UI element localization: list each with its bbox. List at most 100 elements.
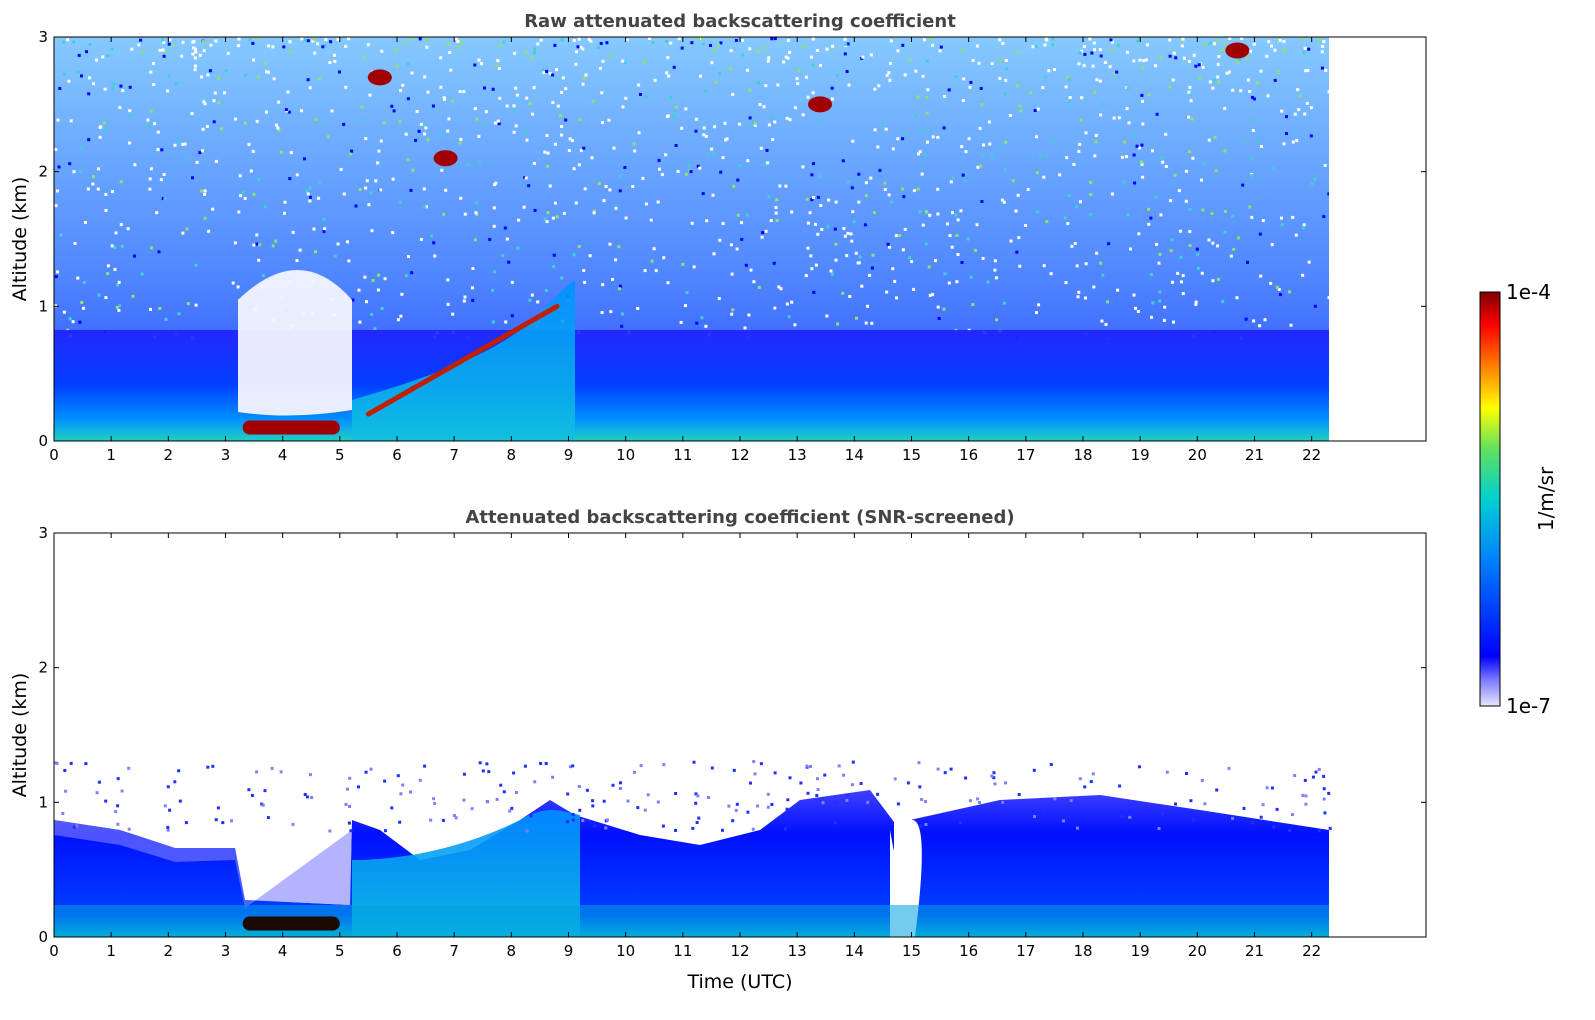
noise-speck bbox=[855, 316, 858, 320]
noise-speck bbox=[368, 93, 372, 97]
noise-speck bbox=[324, 38, 328, 42]
low-cloud-mark bbox=[242, 420, 340, 435]
noise-speck bbox=[525, 129, 529, 133]
noise-speck bbox=[1188, 230, 1192, 234]
noise-speck bbox=[1043, 43, 1047, 47]
noise-speck bbox=[1133, 181, 1137, 185]
noise-speck bbox=[1079, 118, 1083, 122]
noise-speck bbox=[925, 59, 929, 63]
noise-speck bbox=[54, 304, 58, 308]
noise-speck bbox=[901, 43, 905, 47]
noise-speck bbox=[265, 70, 269, 74]
noise-speck bbox=[212, 120, 216, 124]
noise-speck bbox=[477, 58, 481, 62]
noise-speck bbox=[1077, 290, 1081, 294]
noise-speck bbox=[148, 177, 152, 181]
noise-speck bbox=[1003, 168, 1007, 172]
x-tick-label: 1 bbox=[106, 446, 116, 464]
noise-speck bbox=[226, 51, 230, 55]
edge-speck bbox=[1303, 778, 1307, 782]
noise-speck bbox=[1203, 43, 1207, 47]
edge-speck bbox=[166, 828, 170, 832]
noise-speck bbox=[524, 176, 528, 180]
edge-speck bbox=[261, 803, 265, 807]
noise-speck bbox=[858, 255, 862, 259]
noise-speck bbox=[1256, 138, 1260, 142]
noise-speck bbox=[623, 166, 627, 169]
noise-speck bbox=[816, 232, 820, 236]
edge-speck bbox=[441, 818, 445, 822]
noise-speck bbox=[531, 112, 534, 116]
noise-speck bbox=[766, 161, 770, 165]
edge-speck bbox=[859, 782, 863, 785]
y-tick-label: 1 bbox=[38, 297, 48, 315]
edge-speck bbox=[626, 799, 630, 803]
noise-speck bbox=[827, 198, 831, 202]
noise-speck bbox=[950, 245, 954, 249]
noise-speck bbox=[1221, 299, 1225, 303]
edge-speck bbox=[964, 776, 968, 780]
noise-speck bbox=[812, 162, 815, 166]
edge-speck bbox=[876, 792, 880, 796]
edge-speck bbox=[221, 821, 225, 825]
noise-speck bbox=[68, 162, 72, 166]
noise-speck bbox=[1197, 63, 1201, 67]
noise-speck bbox=[632, 142, 636, 146]
noise-speck bbox=[951, 211, 954, 215]
noise-speck bbox=[249, 169, 253, 173]
noise-speck bbox=[981, 256, 985, 260]
noise-speck bbox=[77, 53, 81, 57]
noise-speck bbox=[242, 190, 245, 194]
noise-speck bbox=[1288, 290, 1291, 294]
edge-speck bbox=[602, 799, 606, 803]
noise-speck bbox=[1098, 79, 1102, 83]
edge-speck bbox=[1004, 781, 1007, 785]
noise-speck bbox=[277, 100, 281, 104]
noise-speck bbox=[527, 184, 531, 188]
edge-speck bbox=[646, 793, 650, 797]
noise-speck bbox=[200, 75, 204, 79]
noise-speck bbox=[392, 109, 396, 113]
noise-speck bbox=[1273, 78, 1277, 82]
noise-speck bbox=[916, 187, 920, 191]
noise-speck bbox=[111, 86, 115, 90]
edge-speck bbox=[643, 808, 647, 812]
noise-speck bbox=[1310, 182, 1314, 186]
noise-speck bbox=[1026, 187, 1030, 191]
noise-speck bbox=[761, 231, 765, 235]
noise-speck bbox=[1132, 153, 1136, 157]
noise-speck bbox=[126, 227, 130, 231]
noise-speck bbox=[491, 320, 495, 324]
noise-speck bbox=[1181, 37, 1185, 41]
edge-speck bbox=[746, 810, 750, 814]
noise-speck bbox=[624, 216, 628, 220]
noise-speck bbox=[1083, 52, 1087, 56]
noise-speck bbox=[562, 211, 566, 215]
noise-speck bbox=[363, 275, 367, 279]
noise-speck bbox=[811, 91, 815, 95]
noise-speck bbox=[931, 293, 934, 297]
clear-gap bbox=[238, 270, 352, 416]
noise-speck bbox=[732, 184, 736, 188]
noise-speck bbox=[533, 51, 537, 54]
edge-speck bbox=[1138, 765, 1141, 769]
noise-speck bbox=[498, 96, 502, 100]
edge-speck bbox=[163, 804, 167, 808]
noise-speck bbox=[376, 288, 380, 292]
noise-speck bbox=[660, 173, 664, 177]
noise-speck bbox=[1109, 38, 1113, 42]
noise-speck bbox=[439, 85, 443, 89]
noise-speck bbox=[836, 322, 840, 326]
noise-speck bbox=[1005, 67, 1009, 71]
noise-speck bbox=[67, 79, 71, 83]
edge-speck bbox=[571, 818, 575, 822]
x-tick-label: 6 bbox=[392, 942, 402, 960]
noise-speck bbox=[775, 218, 779, 222]
edge-speck bbox=[770, 803, 774, 806]
edge-speck bbox=[1259, 815, 1263, 819]
noise-speck bbox=[558, 114, 562, 118]
noise-speck bbox=[69, 119, 73, 123]
edge-speck bbox=[936, 767, 940, 771]
noise-speck bbox=[318, 77, 321, 81]
noise-speck bbox=[164, 317, 168, 321]
